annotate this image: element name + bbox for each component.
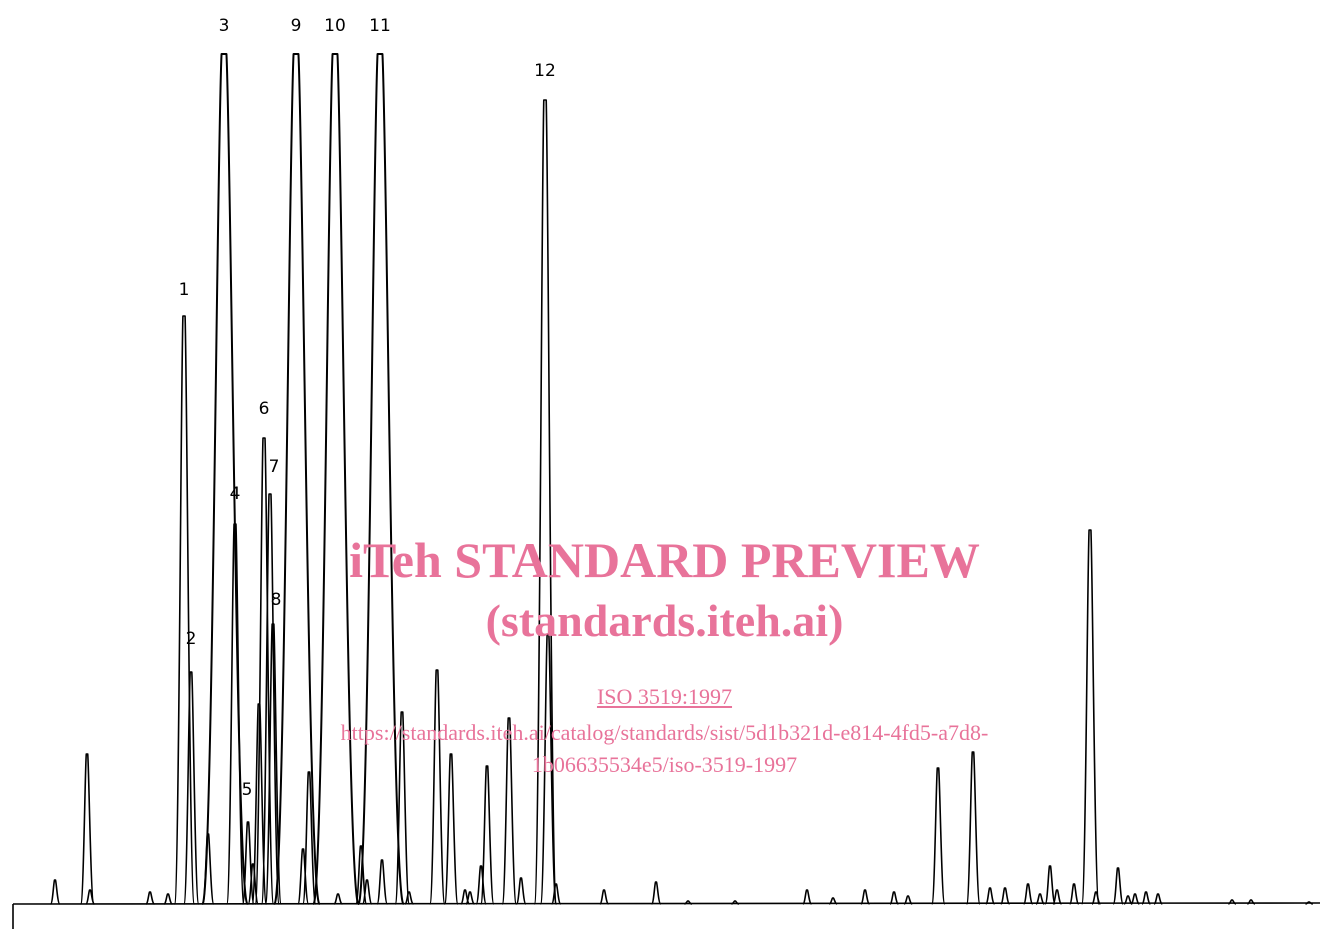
minor-peak bbox=[1068, 883, 1080, 905]
minor-peak bbox=[443, 753, 459, 905]
minor-peak bbox=[333, 893, 343, 905]
chromatogram-trace-group bbox=[12, 53, 1321, 905]
peak-3 bbox=[201, 53, 249, 905]
minor-peak bbox=[1305, 901, 1313, 905]
minor-peak bbox=[361, 879, 373, 905]
minor-peak bbox=[145, 891, 155, 905]
peak-1 bbox=[173, 315, 196, 905]
minor-peak bbox=[480, 765, 495, 905]
minor-peak bbox=[302, 771, 317, 905]
peak-9 bbox=[273, 53, 321, 905]
minor-peak bbox=[404, 891, 414, 905]
peak-label-6: 6 bbox=[259, 399, 270, 419]
minor-peak bbox=[889, 891, 899, 905]
minor-peak bbox=[1081, 529, 1100, 905]
minor-peak bbox=[1141, 891, 1151, 905]
peak-label-11: 11 bbox=[369, 16, 391, 36]
minor-peak bbox=[1112, 867, 1124, 905]
minor-peak bbox=[163, 893, 173, 905]
minor-peak bbox=[599, 889, 610, 905]
peak-10 bbox=[312, 53, 360, 905]
peak-label-1: 1 bbox=[179, 280, 190, 300]
minor-peak bbox=[515, 877, 527, 905]
baseline bbox=[12, 902, 1321, 905]
minor-peak bbox=[1022, 883, 1034, 905]
minor-peak bbox=[1130, 893, 1140, 905]
peak-7 bbox=[260, 493, 280, 905]
peak-label-12: 12 bbox=[534, 61, 556, 81]
minor-peak bbox=[802, 889, 813, 905]
minor-peak bbox=[1052, 889, 1062, 905]
minor-peak bbox=[465, 891, 475, 905]
minor-peak bbox=[1000, 887, 1011, 905]
minor-peak bbox=[985, 887, 996, 905]
minor-peak bbox=[539, 633, 557, 905]
peak-label-7: 7 bbox=[269, 457, 280, 477]
peak-label-5: 5 bbox=[242, 780, 253, 800]
minor-peak bbox=[394, 711, 411, 905]
minor-peak bbox=[429, 669, 446, 905]
peak-4 bbox=[225, 523, 245, 905]
peak-2 bbox=[183, 671, 200, 905]
minor-peak bbox=[1228, 899, 1237, 905]
minor-peak bbox=[650, 881, 662, 905]
peak-8 bbox=[264, 623, 282, 905]
peak-11 bbox=[357, 53, 405, 905]
minor-peak bbox=[297, 848, 310, 905]
minor-peak bbox=[475, 865, 487, 905]
minor-peak bbox=[860, 889, 871, 905]
minor-peak bbox=[1091, 891, 1101, 905]
minor-peak bbox=[1035, 893, 1045, 905]
minor-peak bbox=[684, 900, 693, 905]
minor-peak bbox=[903, 895, 913, 905]
minor-peak bbox=[1123, 895, 1133, 905]
minor-peak bbox=[501, 717, 518, 905]
minor-peak bbox=[79, 753, 95, 905]
minor-peak bbox=[376, 859, 389, 905]
peak-5 bbox=[241, 821, 255, 905]
minor-peak bbox=[1247, 899, 1256, 905]
peak-label-9: 9 bbox=[291, 16, 302, 36]
minor-peak bbox=[731, 900, 740, 905]
minor-peak bbox=[550, 883, 562, 905]
minor-peak bbox=[828, 897, 838, 905]
minor-peak bbox=[931, 767, 946, 905]
peak-label-2: 2 bbox=[186, 629, 197, 649]
peak-label-10: 10 bbox=[324, 16, 346, 36]
minor-peak bbox=[1044, 865, 1056, 905]
peak-label-3: 3 bbox=[219, 16, 230, 36]
minor-peak bbox=[85, 889, 96, 905]
minor-peak bbox=[965, 751, 981, 905]
peak-label-8: 8 bbox=[271, 590, 282, 610]
peak-label-4: 4 bbox=[230, 484, 241, 504]
minor-peak bbox=[1153, 893, 1163, 905]
minor-peak bbox=[49, 879, 61, 905]
peak-12 bbox=[533, 99, 558, 905]
